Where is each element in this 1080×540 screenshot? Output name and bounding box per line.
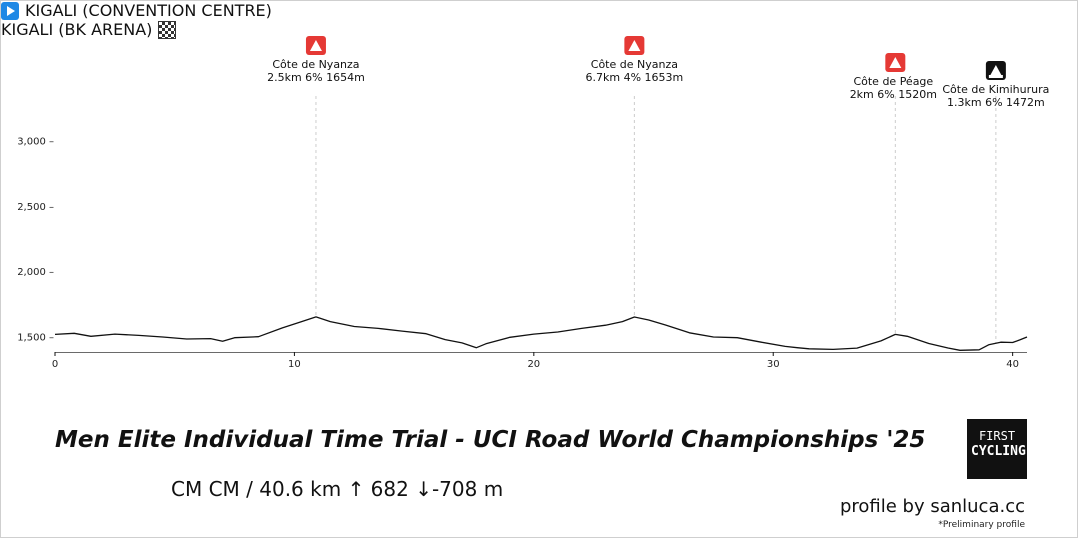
profile-credit: profile by sanluca.cc bbox=[839, 496, 1025, 517]
y-tick-label-2000: 2,000 – bbox=[17, 267, 54, 278]
elevation-line bbox=[54, 316, 1028, 351]
climb-name-0: Côte de Nyanza bbox=[272, 58, 359, 71]
race-title: Men Elite Individual Time Trial - UCI Ro… bbox=[55, 427, 926, 453]
finish-location: KIGALI (BK ARENA) bbox=[1, 20, 1077, 39]
logo-line-1: FIRST bbox=[978, 429, 1016, 443]
mountain-icon-3 bbox=[989, 65, 1002, 76]
x-tick-label-0: 0 bbox=[52, 359, 58, 370]
mountain-icon-1 bbox=[628, 40, 641, 51]
play-icon bbox=[1, 1, 19, 20]
finish-bar-icon-3 bbox=[988, 75, 1003, 78]
x-tick-label-10: 10 bbox=[288, 359, 301, 370]
mountain-icon-0 bbox=[309, 40, 322, 51]
finish-label: KIGALI (BK ARENA) bbox=[1, 20, 153, 39]
start-location: KIGALI (CONVENTION CENTRE) bbox=[1, 1, 1077, 20]
climb-name-1: Côte de Nyanza bbox=[591, 58, 678, 71]
checkered-flag-icon bbox=[158, 20, 177, 39]
y-tick-label-3000: 3,000 – bbox=[17, 137, 54, 148]
climb-details-3: 1.3km 6% 1472m bbox=[947, 96, 1045, 109]
climb-name-3: Côte de Kimihurura bbox=[942, 83, 1049, 96]
climb-name-2: Côte de Péage bbox=[853, 75, 933, 88]
x-tick-label-20: 20 bbox=[527, 359, 540, 370]
y-tick-label-1500: 1,500 – bbox=[17, 333, 54, 344]
start-label: KIGALI (CONVENTION CENTRE) bbox=[25, 1, 272, 20]
firstcycling-logo: FIRST CYCLING bbox=[967, 419, 1027, 479]
elevation-profile-chart: 1,500 – 2,000 – 2,500 – 3,000 – 0 10 20 30 40 Côt… bbox=[17, 36, 1049, 370]
profile-area bbox=[55, 316, 1027, 352]
race-stats: CM CM / 40.6 km ↑ 682 ↓-708 m bbox=[171, 477, 504, 501]
preliminary-note: *Preliminary profile bbox=[938, 520, 1025, 530]
climb-details-0: 2.5km 6% 1654m bbox=[267, 71, 365, 84]
y-tick-label-2500: 2,500 – bbox=[17, 202, 54, 213]
climb-details-2: 2km 6% 1520m bbox=[850, 88, 937, 101]
x-tick-label-40: 40 bbox=[1006, 359, 1019, 370]
logo-line-2: CYCLING bbox=[971, 444, 1026, 459]
x-tick-label-30: 30 bbox=[767, 359, 780, 370]
climb-details-1: 6.7km 4% 1653m bbox=[586, 71, 684, 84]
mountain-icon-2 bbox=[889, 57, 902, 68]
